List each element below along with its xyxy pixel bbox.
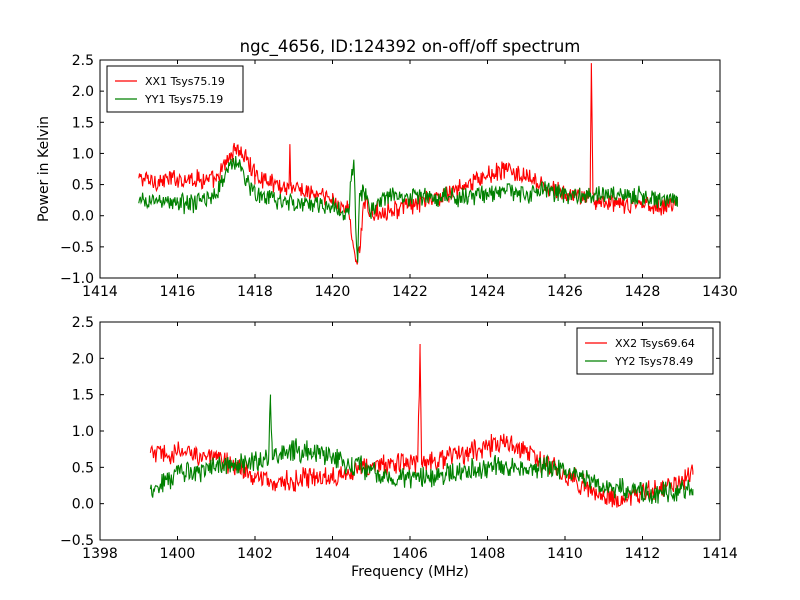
y-tick-label: 2.0 <box>72 351 94 367</box>
x-tick-label: 1408 <box>470 546 506 562</box>
chart-2: 1398 1400 1402 1404 1406 1408 1410 1412 1414 −0.5… <box>60 315 738 580</box>
legend: XX1 Tsys75.19 YY1 Tsys75.19 <box>106 65 244 113</box>
legend-label: XX2 Tsys69.64 <box>615 337 695 350</box>
y-tick-label: 2.5 <box>72 53 94 69</box>
legend: XX2 Tsys69.64 YY2 Tsys78.49 <box>576 327 714 375</box>
y-axis-title: Power in Kelvin <box>36 116 52 222</box>
legend-box <box>576 327 714 375</box>
series-line <box>149 394 694 505</box>
y-tick-label: 1.5 <box>72 115 94 131</box>
chart-1: 1414 1416 1418 1420 1422 1424 1426 1428 1430 −1.0… <box>36 53 738 300</box>
x-tick-label: 1428 <box>625 284 661 300</box>
y-tick-label: −0.5 <box>60 240 94 256</box>
figure-title: ngc_4656, ID:124392 on-off/off spectrum <box>240 37 581 57</box>
y-tick-label: 0.5 <box>72 460 94 476</box>
y-tick-label: 1.0 <box>72 424 94 440</box>
y-tick-label: 0.0 <box>72 209 94 225</box>
x-tick-label: 1418 <box>237 284 273 300</box>
y-tick-label: 2.5 <box>72 315 94 331</box>
x-tick-label: 1400 <box>160 546 196 562</box>
legend-box <box>106 65 244 113</box>
x-axis-title: Frequency (MHz) <box>351 564 469 580</box>
x-tick-label: 1420 <box>315 284 351 300</box>
x-tick-label: 1412 <box>625 546 661 562</box>
y-tick-label: 0.0 <box>72 497 94 513</box>
x-tick-label: 1424 <box>470 284 506 300</box>
series-line <box>138 156 678 263</box>
x-tick-label: 1414 <box>702 546 738 562</box>
y-tick-label: 1.0 <box>72 146 94 162</box>
y-tick-label: −1.0 <box>60 271 94 287</box>
x-tick-label: 1402 <box>237 546 273 562</box>
series-line <box>149 343 694 508</box>
x-tick-label: 1404 <box>315 546 351 562</box>
x-tick-label: 1430 <box>702 284 738 300</box>
x-tick-label: 1406 <box>392 546 428 562</box>
x-tick-label: 1426 <box>547 284 583 300</box>
legend-label: YY2 Tsys78.49 <box>614 355 693 368</box>
x-tick-label: 1414 <box>82 284 118 300</box>
x-tick-label: 1416 <box>160 284 196 300</box>
x-tick-label: 1410 <box>547 546 583 562</box>
x-tick-label: 1398 <box>82 546 118 562</box>
legend-label: YY1 Tsys75.19 <box>144 93 223 106</box>
y-tick-label: 1.5 <box>72 388 94 404</box>
legend-label: XX1 Tsys75.19 <box>145 75 225 88</box>
y-tick-label: −0.5 <box>60 533 94 549</box>
plots: 1414 1416 1418 1420 1422 1424 1426 1428 1430 −1.0… <box>36 53 738 580</box>
x-tick-label: 1422 <box>392 284 428 300</box>
y-tick-label: 2.0 <box>72 84 94 100</box>
y-tick-label: 0.5 <box>72 178 94 194</box>
